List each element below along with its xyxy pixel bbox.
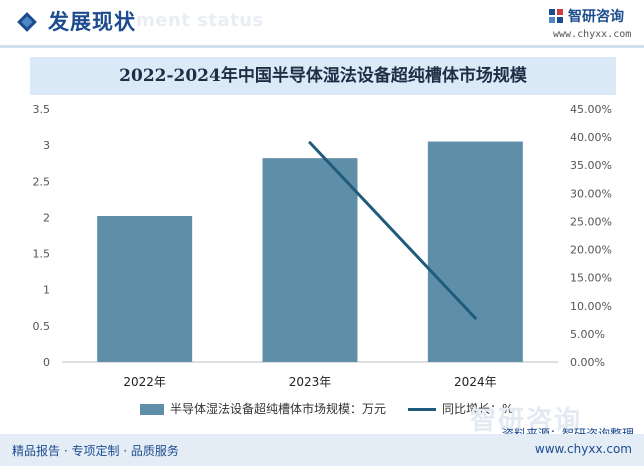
- footer-url: www.chyxx.com: [534, 442, 632, 456]
- logo-name: 智研咨询: [568, 9, 624, 25]
- y-left-tick-label: 3: [43, 139, 50, 152]
- diamond-icon: [17, 12, 37, 32]
- chart: 0 0.5 1 1.5 2 2.5 3 3.5 0.00% 5.00% 10.00% 15.00% 20…: [33, 103, 612, 389]
- y-left-tick-label: 0: [43, 356, 50, 369]
- y-left-tick-label: 0.5: [33, 320, 51, 333]
- legend-swatch-bar: [140, 404, 164, 415]
- y-left-tick-label: 2.5: [33, 175, 51, 188]
- watermark: 智研咨询: [470, 406, 583, 436]
- legend-label-bar: 半导体湿法设备超纯槽体市场规模：万元: [170, 402, 387, 416]
- chart-title: 2022-2024年中国半导体湿法设备超纯槽体市场规模: [119, 66, 527, 86]
- footer-tagline: 精品报告 · 专项定制 · 品质服务: [12, 444, 179, 458]
- legend-label-line: 同比增长：%: [442, 402, 514, 416]
- legend-item-bar: 半导体湿法设备超纯槽体市场规模：万元: [140, 400, 386, 417]
- legend-swatch-line: [408, 408, 436, 411]
- y-right-tick-label: 25.00%: [570, 215, 612, 228]
- chart-title-band: [30, 57, 616, 95]
- x-tick-label: 2024年: [454, 375, 497, 389]
- logo-icon: [549, 9, 563, 23]
- y-right-tick-label: 30.00%: [570, 187, 612, 200]
- bar: [427, 141, 523, 362]
- y-right-tick-label: 35.00%: [570, 159, 612, 172]
- y-left-tick-label: 3.5: [33, 103, 51, 116]
- bar: [97, 215, 193, 362]
- y-left-tick-label: 1.5: [33, 248, 51, 261]
- y-right-tick-label: 5.00%: [570, 328, 605, 341]
- y-right-tick-label: 10.00%: [570, 300, 612, 313]
- header-divider: [0, 45, 644, 48]
- footer: 精品报告 · 专项定制 · 品质服务 www.chyxx.com: [0, 434, 644, 466]
- y-right-tick-label: 20.00%: [570, 244, 612, 257]
- logo-url: www.chyxx.com: [553, 29, 632, 40]
- x-tick-label: 2023年: [289, 375, 332, 389]
- header: ment status 发展现状 智研咨询 www.chyxx.com: [0, 0, 644, 48]
- page-title: 发展现状: [48, 10, 136, 34]
- y-left-tick-label: 2: [43, 211, 50, 224]
- x-tick-label: 2022年: [123, 375, 166, 389]
- growth-line: [308, 141, 477, 320]
- y-left-tick-label: 1: [43, 284, 50, 297]
- y-right-tick-label: 0.00%: [570, 356, 605, 369]
- legend-item-line: 同比增长：%: [408, 400, 513, 417]
- y-right-tick-label: 40.00%: [570, 131, 612, 144]
- header-ghost-text: ment status: [136, 10, 264, 31]
- y-right-tick-label: 45.00%: [570, 103, 612, 116]
- y-right-tick-label: 15.00%: [570, 272, 612, 285]
- bar: [262, 158, 358, 362]
